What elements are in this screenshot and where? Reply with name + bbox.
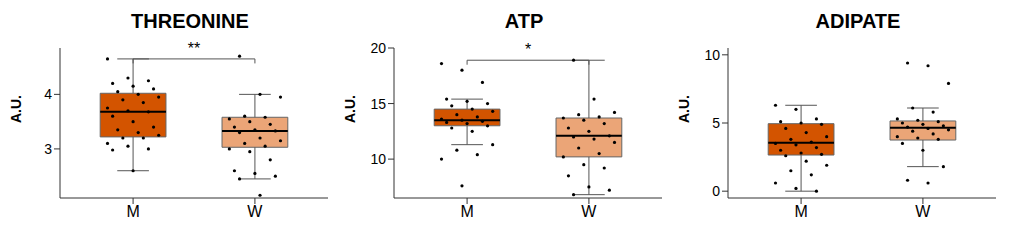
svg-text:A.U.: A.U. xyxy=(676,95,692,123)
svg-text:4: 4 xyxy=(44,86,52,102)
svg-text:20: 20 xyxy=(370,40,386,56)
svg-text:W: W xyxy=(915,203,931,220)
svg-text:15: 15 xyxy=(370,96,386,112)
html-text:ATP: ATP xyxy=(504,10,544,32)
svg-text:*: * xyxy=(525,41,531,58)
svg-text:5: 5 xyxy=(712,115,720,131)
html-text:THREONINE: THREONINE xyxy=(131,10,249,32)
svg-text:10: 10 xyxy=(370,151,386,167)
svg-text:A.U.: A.U. xyxy=(8,95,24,123)
svg-text:10: 10 xyxy=(704,47,720,63)
svg-text:M: M xyxy=(794,203,807,220)
svg-text:M: M xyxy=(126,203,139,220)
html-text:ADIPATE: ADIPATE xyxy=(815,10,901,32)
svg-text:W: W xyxy=(581,203,597,220)
svg-text:W: W xyxy=(247,203,263,220)
svg-text:**: ** xyxy=(188,40,200,57)
svg-text:A.U.: A.U. xyxy=(342,95,358,123)
svg-text:0: 0 xyxy=(712,183,720,199)
svg-text:M: M xyxy=(460,203,473,220)
svg-text:3: 3 xyxy=(44,141,52,157)
